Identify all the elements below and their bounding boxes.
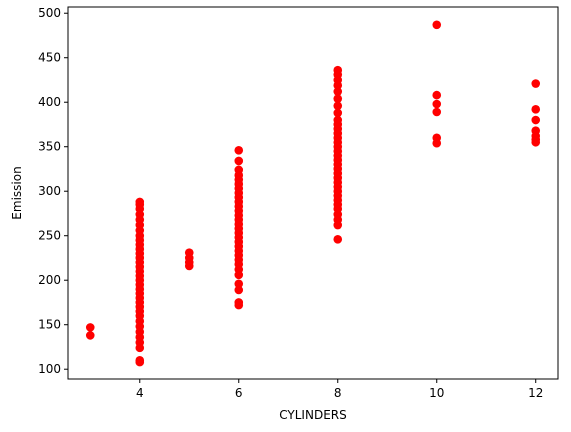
plot-frame xyxy=(67,6,559,380)
data-point xyxy=(432,20,442,30)
data-point xyxy=(531,79,541,88)
data-point xyxy=(333,101,343,111)
y-tick-label: 250 xyxy=(38,229,61,243)
data-point xyxy=(531,105,541,114)
y-tick-label: 300 xyxy=(38,184,61,198)
y-tick-label: 150 xyxy=(38,318,61,332)
data-point xyxy=(432,107,442,117)
data-point xyxy=(432,90,442,100)
y-axis-ticks: 100 150 200 250 300 350 400 450 500 xyxy=(38,6,68,376)
y-tick-label: 500 xyxy=(38,6,61,20)
x-axis-label: CYLINDERS xyxy=(279,408,346,422)
y-tick-label: 400 xyxy=(38,95,61,109)
data-point xyxy=(234,279,244,289)
data-point xyxy=(333,94,343,103)
data-point xyxy=(333,65,343,75)
x-tick-label: 10 xyxy=(429,386,444,400)
data-point xyxy=(531,115,541,125)
data-point xyxy=(234,285,244,295)
data-point xyxy=(234,145,244,155)
y-axis-label: Emission xyxy=(10,166,24,219)
data-point xyxy=(432,99,442,109)
data-point xyxy=(333,115,343,125)
data-point xyxy=(432,133,442,143)
data-point xyxy=(234,156,244,166)
x-tick-label: 4 xyxy=(136,386,144,400)
data-point xyxy=(531,126,541,135)
data-point xyxy=(333,108,343,118)
y-tick-label: 350 xyxy=(38,140,61,154)
data-point xyxy=(135,197,145,207)
y-tick-label: 450 xyxy=(38,51,61,65)
x-tick-label: 12 xyxy=(528,386,543,400)
y-tick-label: 100 xyxy=(38,362,61,376)
data-point xyxy=(85,323,95,332)
data-point xyxy=(333,87,343,96)
x-tick-label: 8 xyxy=(334,386,342,400)
data-point xyxy=(184,248,194,257)
data-point xyxy=(135,356,145,365)
x-axis-ticks: 4 6 8 10 12 xyxy=(136,379,543,400)
x-tick-label: 6 xyxy=(235,386,243,400)
y-tick-label: 200 xyxy=(38,273,61,287)
data-point xyxy=(234,298,244,307)
data-point xyxy=(85,331,95,340)
data-point xyxy=(333,234,343,244)
data-point xyxy=(234,165,244,175)
points-layer xyxy=(85,20,541,367)
